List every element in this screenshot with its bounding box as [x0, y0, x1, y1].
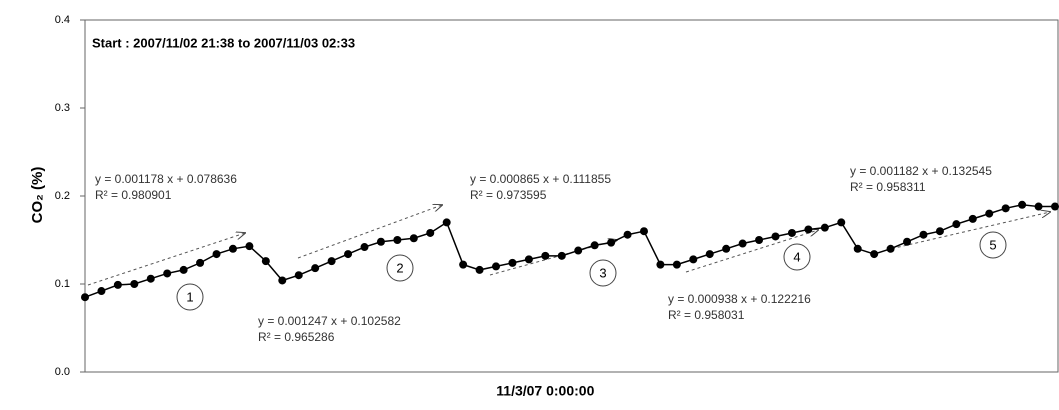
y-tick-label: 0.2: [55, 190, 70, 202]
data-point: [541, 251, 550, 260]
segment-label: 4: [793, 249, 800, 264]
data-point: [689, 255, 698, 264]
segment-circle: [176, 283, 204, 311]
data-point: [344, 250, 353, 259]
data-point: [837, 218, 846, 227]
data-point: [146, 274, 155, 283]
data-point: [656, 260, 665, 269]
segment-label: 5: [989, 237, 996, 252]
segment-label: 1: [186, 289, 193, 304]
annotation: y = 0.001247 x + 0.102582: [258, 314, 401, 328]
y-axis-label: CO₂ (%): [29, 167, 46, 224]
data-point: [722, 244, 731, 253]
segment-circle: [386, 254, 414, 282]
data-point: [524, 255, 533, 264]
data-point: [261, 257, 270, 266]
data-point: [179, 265, 188, 274]
data-point: [787, 228, 796, 237]
data-point: [113, 280, 122, 289]
data-point: [1018, 200, 1027, 209]
y-tick-label: 0.0: [55, 366, 70, 378]
data-point: [590, 241, 599, 250]
annotation: R² = 0.965286: [258, 330, 335, 344]
data-point: [1051, 202, 1059, 211]
segment-circle: [783, 243, 811, 271]
data-point: [607, 238, 616, 247]
data-point: [870, 250, 879, 259]
data-point: [968, 214, 977, 223]
data-point: [804, 225, 813, 234]
data-point: [705, 250, 714, 259]
data-point: [508, 258, 517, 267]
data-point: [163, 269, 172, 278]
data-point: [459, 260, 468, 269]
data-point: [327, 257, 336, 266]
x-tick-label: 11/3/07 0:00:00: [496, 383, 594, 399]
data-point: [1001, 204, 1010, 213]
data-point: [672, 260, 681, 269]
data-point: [278, 276, 287, 285]
data-point: [475, 265, 484, 274]
data-point: [294, 271, 303, 280]
data-point: [311, 264, 320, 273]
annotation: Start : 2007/11/02 21:38 to 2007/11/03 0…: [92, 35, 355, 50]
segment-label: 2: [396, 260, 403, 275]
data-point: [557, 251, 566, 260]
data-point: [903, 237, 912, 246]
data-point: [771, 232, 780, 241]
annotation: y = 0.000865 x + 0.111855: [470, 172, 611, 186]
annotation: R² = 0.973595: [470, 188, 547, 202]
data-point: [228, 244, 237, 253]
data-point: [442, 218, 451, 227]
annotation: R² = 0.980901: [95, 188, 172, 202]
data-point: [985, 209, 994, 218]
data-point: [639, 227, 648, 236]
annotation: R² = 0.958031: [668, 308, 745, 322]
data-point: [426, 228, 435, 237]
data-point: [574, 246, 583, 255]
y-tick-label: 0.3: [55, 102, 70, 114]
data-point: [97, 287, 106, 296]
plot-frame: [84, 19, 1059, 373]
data-point: [1034, 202, 1043, 211]
data-point: [196, 258, 205, 267]
data-point: [130, 280, 139, 288]
data-point: [376, 237, 385, 246]
segment-circle: [589, 259, 617, 287]
data-point: [886, 244, 895, 253]
data-point: [738, 239, 747, 248]
data-point: [360, 243, 369, 252]
data-point: [820, 223, 829, 232]
data-point: [81, 293, 89, 302]
segment-label: 3: [599, 265, 606, 280]
annotation: y = 0.001182 x + 0.132545: [850, 164, 992, 178]
data-point: [393, 236, 402, 244]
data-point: [853, 244, 862, 253]
data-point: [952, 220, 961, 229]
data-point: [212, 250, 221, 259]
annotation: y = 0.000938 x + 0.122216: [668, 292, 811, 306]
annotation: y = 0.001178 x + 0.078636: [95, 172, 237, 186]
data-point: [492, 262, 501, 271]
y-tick-label: 0.1: [55, 278, 70, 290]
data-point: [245, 242, 254, 251]
data-point: [755, 236, 764, 244]
data-point: [623, 230, 632, 239]
segment-circle: [979, 231, 1007, 259]
data-point: [935, 227, 944, 236]
y-tick-label: 0.4: [55, 14, 70, 26]
annotation: R² = 0.958311: [850, 180, 926, 194]
data-point: [919, 230, 928, 239]
data-point: [409, 234, 418, 243]
